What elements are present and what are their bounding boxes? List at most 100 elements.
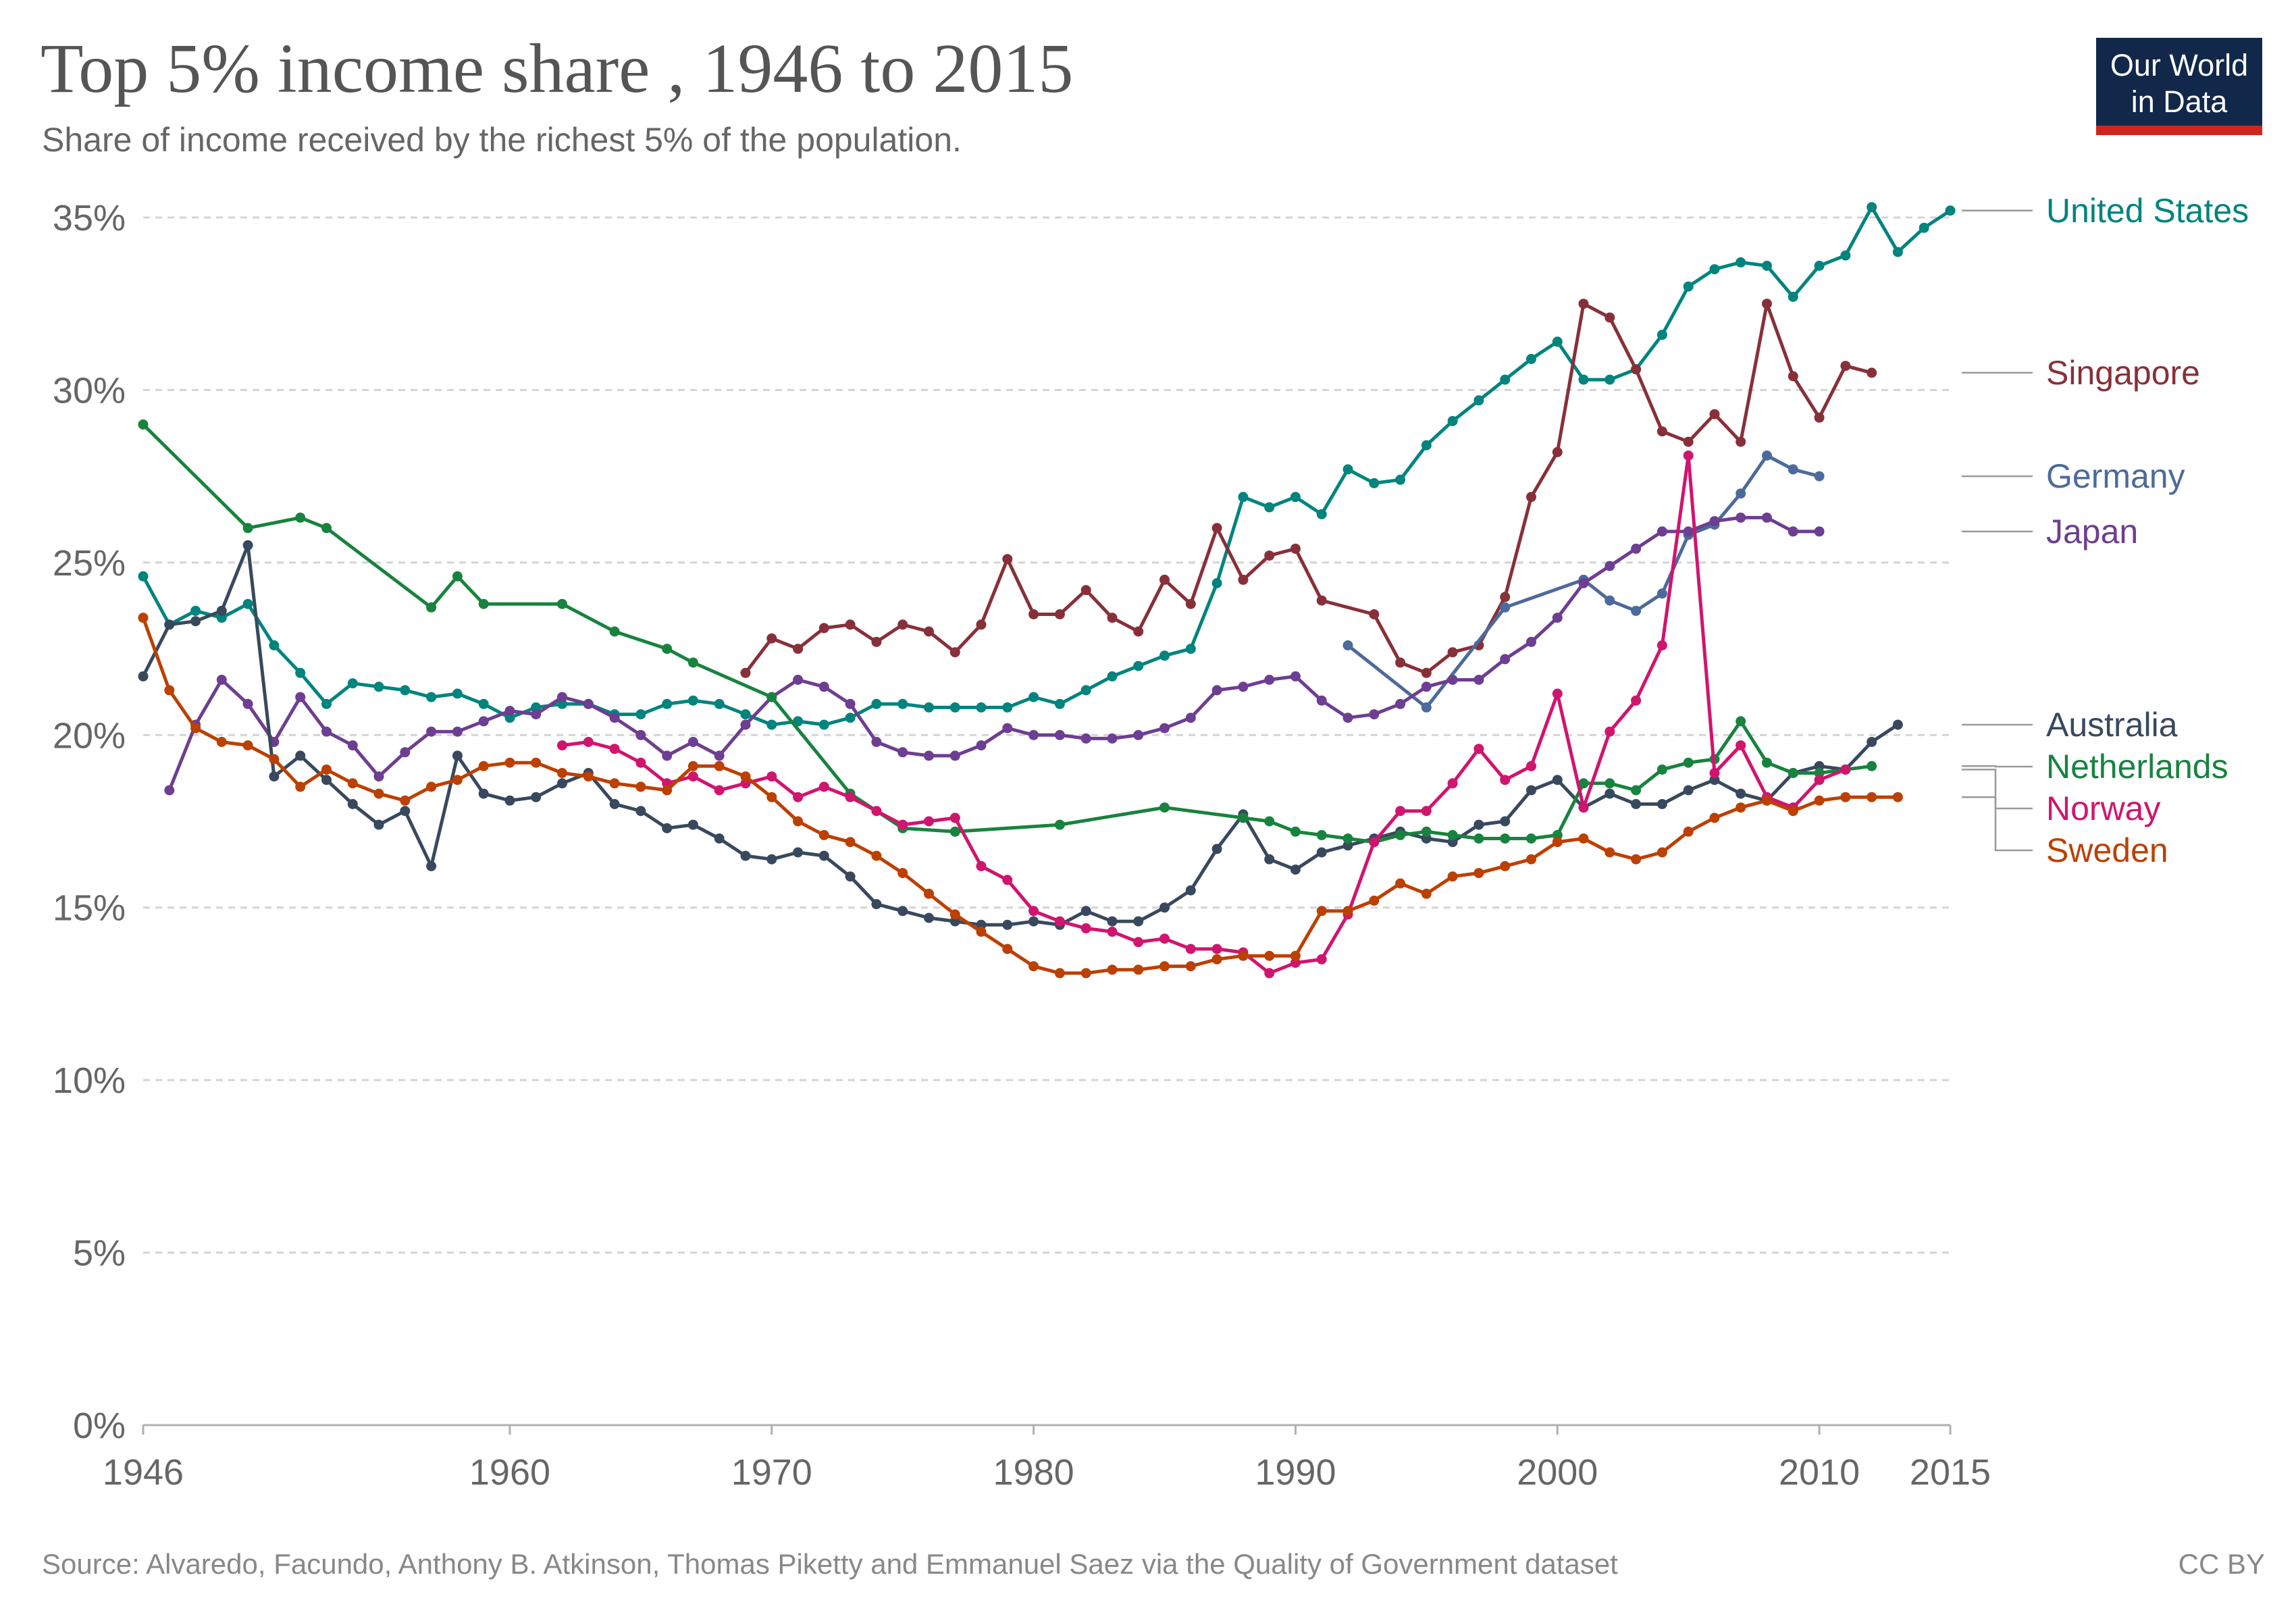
series-line [141,205,1952,727]
data-point [1002,919,1013,930]
data-point [1054,819,1065,830]
data-point [1814,795,1825,806]
data-point [1736,740,1746,751]
data-point [478,698,489,709]
data-point [609,626,620,637]
data-point [1316,954,1327,964]
data-point [793,644,804,654]
data-point [1080,968,1091,979]
data-point [1080,685,1091,696]
data-point [373,819,384,830]
y-tick-label: 30% [53,370,126,411]
data-point [635,781,646,792]
data-point [583,737,594,747]
data-point [1028,729,1039,740]
data-point [1736,488,1746,499]
data-point [949,813,960,823]
data-point [583,771,594,782]
y-tick-label: 0% [73,1406,126,1446]
data-point [1526,785,1536,796]
data-point [818,850,829,861]
data-point [1500,374,1511,385]
data-point [793,792,804,802]
data-point [1107,916,1118,927]
series-line [167,515,1820,791]
data-point [1500,775,1511,786]
data-point [242,540,253,550]
data-point [1762,261,1772,271]
data-point [976,927,987,937]
data-point [347,678,358,689]
data-point [1447,675,1458,685]
data-point [478,716,489,727]
data-point [1395,806,1406,817]
data-point [1656,330,1667,340]
data-point [1631,854,1642,865]
data-point [1814,412,1825,423]
data-point [1316,847,1327,858]
data-point [452,775,463,786]
license-link[interactable]: CC BY [2178,1548,2265,1580]
data-point [1631,695,1642,706]
data-point [609,778,620,789]
data-point [1054,609,1065,619]
data-point [1473,395,1484,406]
data-point [1107,733,1118,744]
data-point [662,823,673,833]
data-point [1342,640,1353,650]
data-point [426,726,437,737]
data-point [1552,613,1563,623]
data-point [635,709,646,720]
data-point [1290,492,1301,503]
owid-logo[interactable]: Our World in Data [2096,38,2262,135]
data-point [1211,954,1222,964]
data-point [662,785,673,796]
data-point [1578,778,1589,789]
data-point [1867,761,1877,771]
data-point [1919,222,1929,233]
data-point [897,619,908,630]
data-point [609,799,620,809]
data-point [1290,958,1301,968]
data-point [1762,299,1772,309]
data-point [687,771,698,782]
data-point [687,819,698,830]
data-point [1736,788,1746,799]
data-point [1185,885,1196,896]
data-point [1421,806,1432,817]
data-point [1107,964,1118,975]
data-point [295,750,306,761]
data-point [1473,819,1484,830]
data-point [1788,806,1798,817]
series-label-australia: Australia [2046,706,2178,744]
data-point [216,675,227,685]
data-point [531,757,542,768]
data-point [740,719,751,730]
data-point [1080,923,1091,933]
data-point [1656,847,1667,858]
chart-subtitle: Share of income received by the richest … [42,121,962,159]
data-point [1656,799,1667,809]
data-point [635,806,646,817]
data-point [1369,896,1380,906]
data-point [1290,543,1301,554]
data-point [347,740,358,751]
data-point [504,757,515,768]
data-point [1185,713,1196,723]
data-point [321,698,332,709]
series-line [562,454,1846,975]
data-point [478,598,489,609]
data-point [1133,626,1144,637]
data-point [1447,829,1458,840]
data-point [1395,474,1406,485]
data-point [740,771,751,782]
data-point [1526,854,1536,865]
data-point [1604,374,1615,385]
data-point [1185,961,1196,972]
data-point [1552,775,1563,786]
data-point [1342,464,1353,475]
data-point [845,619,856,630]
data-point [347,799,358,809]
data-point [1133,661,1144,671]
data-point [1578,374,1589,385]
